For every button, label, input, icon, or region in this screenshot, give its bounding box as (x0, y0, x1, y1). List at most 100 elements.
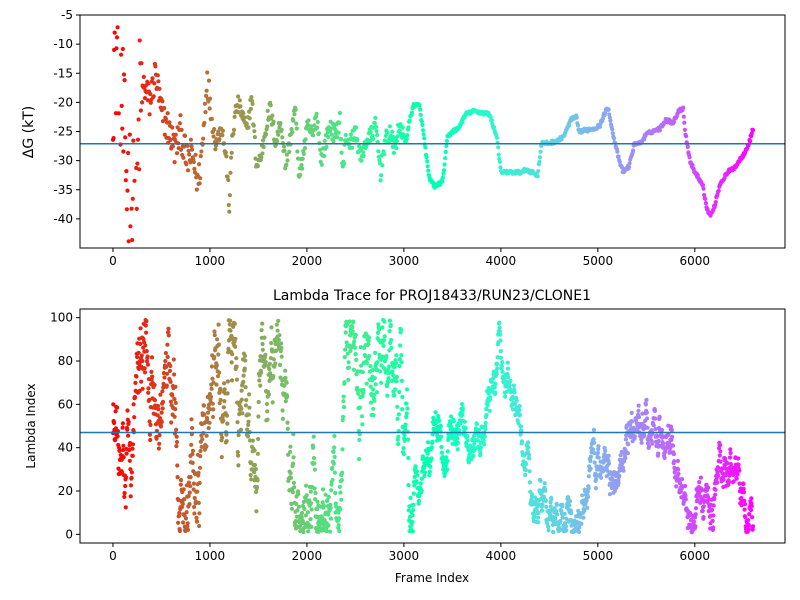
lambda-point (494, 371, 499, 376)
lambda-point (363, 353, 368, 359)
lambda-point (126, 433, 131, 438)
lambda-point (397, 357, 402, 362)
lambda-point (361, 387, 366, 392)
lambda-point (527, 480, 533, 485)
lambda-point (326, 512, 331, 517)
lambda-point (156, 407, 161, 412)
lambda-point (693, 512, 698, 517)
lambda-point (149, 377, 154, 382)
lambda-point (394, 353, 399, 358)
lambda-point (727, 473, 732, 478)
lambda-point (498, 338, 503, 343)
lambda-point (172, 397, 177, 402)
lambda-point (662, 455, 667, 460)
delta-g-point (252, 129, 257, 134)
lambda-point (588, 466, 593, 471)
lambda-point (123, 505, 128, 510)
lambda-point (405, 406, 410, 411)
lambda-point (505, 371, 510, 376)
lambda-point (259, 328, 264, 333)
delta-g-point (424, 155, 429, 160)
lambda-point (505, 366, 511, 371)
delta-g-point (242, 115, 247, 120)
delta-g-point (326, 134, 331, 140)
lambda-point (585, 505, 590, 510)
lambda-point (497, 329, 502, 334)
lambda-point (234, 356, 239, 361)
lambda-point (166, 330, 171, 335)
lambda-point (536, 502, 542, 507)
lambda-point (420, 454, 425, 459)
delta-g-point (148, 100, 153, 105)
lambda-point (210, 376, 215, 381)
lambda-point (645, 416, 650, 421)
delta-g-point (268, 103, 273, 108)
lambda-point (558, 518, 563, 524)
delta-g-point (750, 128, 756, 133)
delta-g-point (226, 177, 231, 183)
delta-g-point (111, 136, 116, 141)
lambda-point (357, 457, 362, 462)
lambda-point (375, 330, 381, 335)
lambda-point (593, 486, 599, 491)
delta-g-point (226, 202, 231, 208)
lambda-point (163, 351, 168, 356)
delta-g-point (606, 107, 611, 112)
delta-g-point (188, 137, 193, 142)
lambda-point (191, 481, 196, 486)
lambda-point (312, 461, 317, 466)
lambda-point (656, 451, 661, 456)
delta-g-point (224, 154, 229, 159)
lambda-point (131, 402, 136, 407)
lambda-point (276, 318, 281, 323)
delta-g-point (140, 100, 145, 105)
delta-g-point (684, 134, 689, 139)
lambda-point (530, 492, 535, 497)
lambda-point (208, 407, 213, 412)
delta-g-point (300, 166, 305, 171)
delta-g-point (282, 148, 287, 153)
lambda-point (225, 379, 230, 384)
lambda-point (192, 511, 197, 516)
lambda-point (699, 488, 704, 493)
lambda-point (331, 449, 336, 454)
delta-g-point (407, 118, 412, 123)
lambda-point (139, 379, 144, 384)
lambda-point (216, 352, 221, 357)
lambda-point (519, 428, 524, 433)
lambda-point (134, 374, 139, 379)
lambda-point (323, 492, 328, 497)
lambda-point (265, 417, 270, 422)
lambda-point (577, 525, 582, 530)
lambda-point (121, 447, 126, 453)
delta-g-point (397, 128, 402, 133)
delta-g-point (138, 108, 143, 113)
delta-g-point (361, 153, 366, 159)
lambda-point (404, 401, 409, 406)
lambda-point (437, 418, 442, 423)
lambda-point (425, 451, 430, 456)
delta-g-point (417, 103, 422, 108)
lambda-point (554, 502, 560, 508)
lambda-point (406, 455, 411, 461)
lambda-point (275, 328, 280, 333)
lambda-point (291, 455, 296, 460)
lambda-point (285, 426, 290, 431)
lambda-point (474, 422, 479, 427)
lambda-point (343, 330, 348, 335)
lambda-point (207, 420, 212, 425)
lambda-point (154, 436, 159, 441)
lambda-point (113, 409, 118, 414)
delta-g-point (139, 61, 144, 66)
delta-g-point (244, 121, 249, 126)
delta-g-point (155, 73, 160, 78)
lambda-point (241, 373, 246, 378)
lambda-point (216, 342, 221, 347)
lambda-point (418, 481, 423, 486)
delta-g-point (135, 161, 140, 166)
lambda-point (374, 367, 379, 372)
delta-g-point (130, 237, 135, 243)
delta-g-point (146, 81, 151, 86)
delta-g-point (421, 132, 426, 137)
lambda-point (124, 451, 129, 456)
